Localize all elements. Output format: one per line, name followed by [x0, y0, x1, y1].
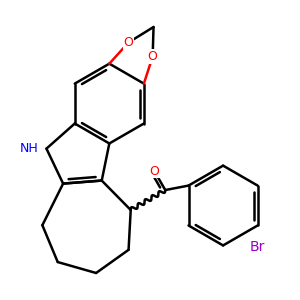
- Text: O: O: [148, 50, 158, 63]
- Text: O: O: [149, 164, 159, 178]
- Text: O: O: [124, 36, 134, 49]
- Text: NH: NH: [20, 142, 38, 155]
- Text: Br: Br: [250, 240, 265, 254]
